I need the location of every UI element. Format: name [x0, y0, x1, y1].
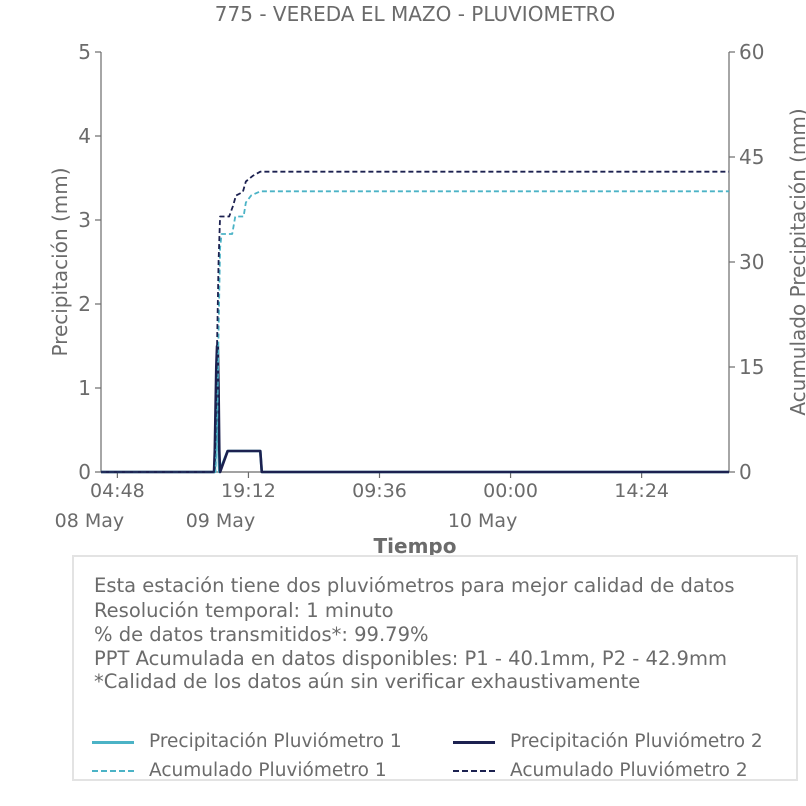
- legend-label: Precipitación Pluviómetro 1: [149, 731, 402, 752]
- info-line: Resolución temporal: 1 minuto: [94, 599, 394, 622]
- legend-label: Acumulado Pluviómetro 2: [510, 760, 748, 781]
- info-line: Esta estación tiene dos pluviómetros par…: [94, 574, 735, 597]
- y-tick-label: 2: [78, 292, 91, 316]
- x-tick-label: 04:48: [90, 480, 145, 502]
- rainfall-chart: 775 - VEREDA EL MAZO - PLUVIOMETRO Preci…: [48, 2, 806, 558]
- y2-tick-label: 45: [739, 145, 764, 169]
- legend-swatch-p1-acum: [92, 770, 134, 772]
- y-tick-label: 5: [78, 40, 91, 64]
- y-tick-label: 4: [78, 124, 91, 148]
- info-line: % de datos transmitidos*: 99.79%: [94, 623, 429, 646]
- series-line-acumulado-1: [101, 190, 729, 473]
- x-tick-date-label: 10 May: [448, 510, 518, 532]
- legend-label: Precipitación Pluviómetro 2: [510, 731, 763, 752]
- x-tick-label: 14:24: [614, 480, 669, 502]
- y-axis-label: Precipitación (mm): [48, 167, 72, 356]
- y-tick-label: 3: [78, 208, 91, 232]
- x-tick-date-label: 09 May: [186, 510, 256, 532]
- x-axis-label: Tiempo: [374, 534, 457, 558]
- series-line-acumulado-2: [101, 170, 729, 473]
- y2-tick-label: 15: [739, 355, 764, 379]
- y-tick-label: 0: [78, 460, 91, 484]
- legend-swatch-p2-acum: [453, 770, 495, 772]
- y2-axis-label: Acumulado Precipitación (mm): [786, 108, 806, 415]
- legend-swatch-p2-precip: [453, 741, 495, 744]
- legend-label: Acumulado Pluviómetro 1: [149, 760, 387, 781]
- series-line-precipitacion-2: [101, 344, 729, 474]
- y2-tick-label: 0: [739, 460, 752, 484]
- y2-tick-label: 60: [739, 40, 764, 64]
- chart-title: 775 - VEREDA EL MAZO - PLUVIOMETRO: [215, 2, 615, 26]
- x-tick-label: 09:36: [352, 480, 407, 502]
- x-tick-label: 00:00: [483, 480, 538, 502]
- legend-swatch-p1-precip: [92, 741, 134, 744]
- info-line: *Calidad de los datos aún sin verificar …: [94, 670, 641, 693]
- info-line: PPT Acumulada en datos disponibles: P1 -…: [94, 647, 727, 670]
- x-tick-date-label: 08 May: [55, 510, 125, 532]
- y2-tick-label: 30: [739, 250, 764, 274]
- series-line-precipitacion-1: [101, 344, 729, 474]
- x-tick-label: 19:12: [221, 480, 276, 502]
- y-tick-label: 1: [78, 376, 91, 400]
- info-box: Esta estación tiene dos pluviómetros par…: [72, 555, 798, 781]
